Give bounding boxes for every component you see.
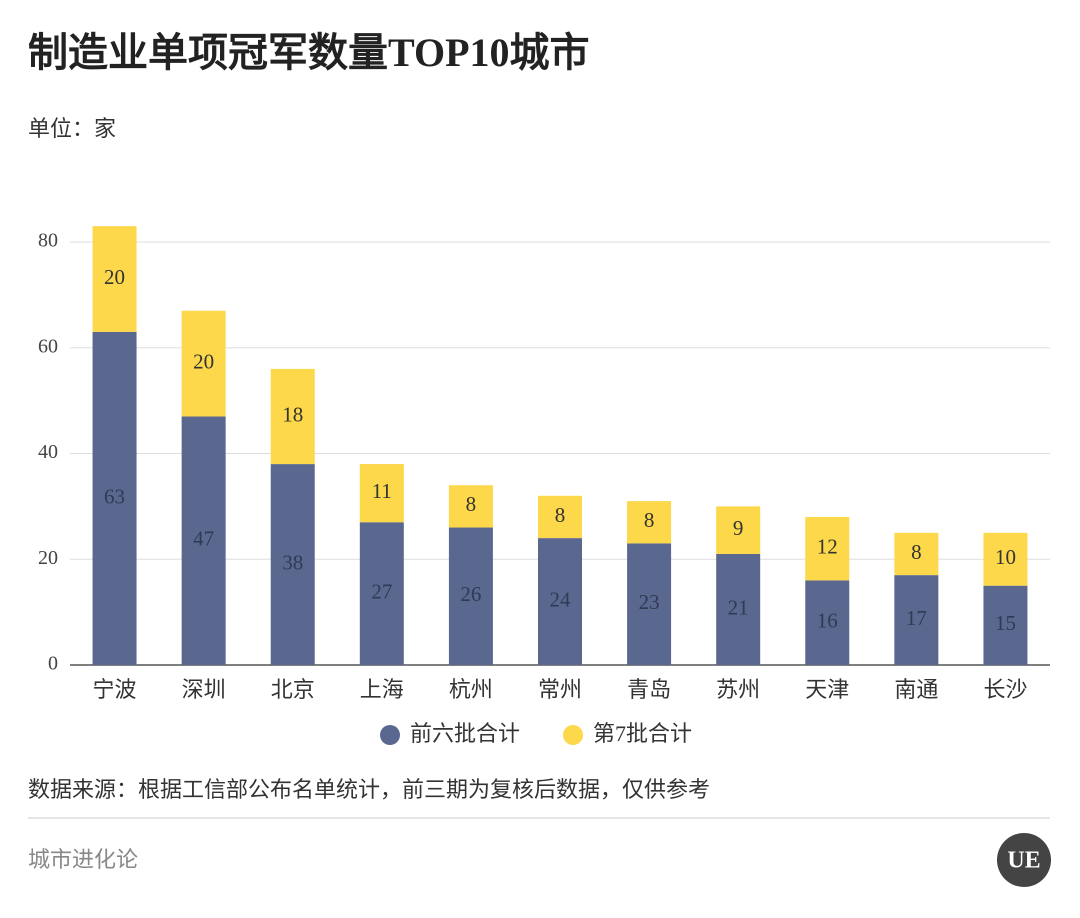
- x-tick-label: 天津: [805, 677, 849, 702]
- chart-subtitle: 单位：家: [28, 116, 116, 141]
- value-label: 10: [995, 545, 1016, 569]
- bar-segment: [270, 368, 315, 465]
- value-label: 18: [282, 402, 303, 426]
- value-label: 11: [372, 479, 392, 503]
- bar-segment: [92, 331, 137, 665]
- logo: UE: [1007, 848, 1040, 874]
- value-label: 23: [639, 590, 660, 614]
- value-label: 21: [728, 595, 749, 619]
- bar-segment: [359, 464, 404, 523]
- y-tick-label: 60: [38, 335, 58, 357]
- value-label: 17: [906, 606, 927, 630]
- bar-segment: [805, 580, 850, 665]
- value-label: 63: [104, 484, 125, 508]
- logo-circle: [997, 833, 1051, 887]
- bar-segment: [538, 495, 582, 539]
- value-label: 26: [460, 582, 481, 606]
- y-tick-label: 20: [38, 547, 58, 569]
- x-tick-label: 苏州: [716, 677, 760, 702]
- legend-swatch: [563, 725, 583, 745]
- x-tick-label: 深圳: [182, 677, 226, 702]
- bar-segment: [270, 464, 315, 665]
- bar-segment: [983, 585, 1028, 665]
- y-tick-label: 40: [38, 441, 58, 463]
- value-label: 8: [555, 503, 566, 527]
- brand: 城市进化论: [28, 847, 138, 872]
- x-tick-label: 长沙: [983, 677, 1027, 702]
- bar-segment: [627, 543, 672, 665]
- bar-segment: [627, 501, 672, 544]
- x-tick-label: 宁波: [93, 677, 137, 702]
- value-label: 8: [466, 492, 477, 516]
- legend-label: 前六批合计: [410, 721, 520, 746]
- bar-segment: [181, 416, 226, 665]
- x-tick-label: 杭州: [449, 677, 493, 702]
- source-note: 数据来源：根据工信部公布名单统计，前三期为复核后数据，仅供参考: [28, 777, 710, 802]
- value-label: 20: [104, 265, 125, 289]
- bar-segment: [181, 310, 226, 417]
- value-label: 8: [644, 508, 655, 532]
- value-label: 24: [550, 587, 572, 611]
- bar-segment: [983, 532, 1028, 586]
- chart-title: 制造业单项冠军数量TOP10城市: [28, 30, 590, 75]
- bar-segment: [894, 532, 939, 576]
- x-tick-label: 上海: [360, 677, 404, 702]
- x-tick-label: 青岛: [627, 677, 671, 702]
- legend-label: 第7批合计: [593, 721, 692, 746]
- y-tick-label: 0: [48, 653, 58, 675]
- bar-segment: [448, 485, 493, 528]
- bar-segment: [92, 226, 137, 332]
- bar-segment: [716, 553, 761, 665]
- value-label: 27: [371, 579, 392, 603]
- value-label: 16: [817, 609, 838, 633]
- value-label: 20: [193, 349, 214, 373]
- x-tick-label: 常州: [538, 677, 582, 702]
- bar-segment: [448, 527, 493, 665]
- x-tick-label: 南通: [894, 677, 938, 702]
- bar-segment: [894, 575, 939, 665]
- value-label: 8: [911, 540, 922, 564]
- bar-segment: [716, 506, 761, 554]
- value-label: 9: [733, 516, 744, 540]
- value-label: 47: [193, 527, 214, 551]
- value-label: 15: [995, 611, 1016, 635]
- x-tick-label: 北京: [271, 677, 315, 702]
- value-label: 38: [282, 550, 303, 574]
- y-tick-label: 80: [38, 230, 58, 252]
- value-label: 12: [817, 534, 838, 558]
- bar-segment: [538, 538, 582, 665]
- bar-segment: [359, 522, 404, 665]
- bar-segment: [805, 516, 850, 581]
- legend-swatch: [380, 725, 400, 745]
